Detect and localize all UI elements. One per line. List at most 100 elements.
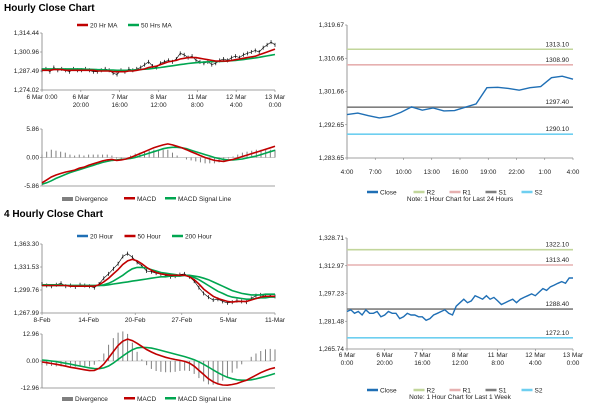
hourly-pivot-chart-legend-label: R2 bbox=[427, 189, 436, 196]
four-hourly-pivot-chart-level-label: 1288.40 bbox=[546, 301, 570, 308]
four-hourly-pivot-chart-legend-label: R2 bbox=[427, 387, 436, 394]
hourly-macd-chart-ytick-label: -5.86 bbox=[24, 183, 39, 190]
four-hourly-macd-chart-legend-label: MACD Signal Line bbox=[178, 396, 231, 403]
hourly-pivot-chart-xtick-label: 22:00 bbox=[508, 169, 525, 176]
hourly-price-chart-xtick-label-line: 0:00 bbox=[269, 102, 282, 109]
four-hourly-price-chart-xtick-label: 8-Feb bbox=[34, 317, 51, 324]
four-hourly-macd-chart-ytick-label: -12.96 bbox=[21, 385, 40, 392]
four-hourly-pivot-chart-xtick-label: 7 Mar 16:00 bbox=[414, 352, 431, 367]
hourly-pivot-chart-xtick-label: 1:00 bbox=[538, 169, 551, 176]
four-hourly-pivot-chart-xtick-label-line: 0:00 bbox=[341, 360, 354, 367]
four-hourly-pivot-chart-legend-label: S2 bbox=[535, 387, 543, 394]
four-hourly-macd-chart-legend-swatch bbox=[124, 397, 135, 400]
hourly-macd-chart-legend-label: Divergence bbox=[75, 196, 108, 203]
four-hourly-pivot-chart-xtick-label: 13 Mar 0:00 bbox=[563, 352, 584, 367]
four-hourly-macd-chart-legend-label: Divergence bbox=[75, 396, 108, 403]
four-hourly-pivot-chart-legend-label: S1 bbox=[499, 387, 507, 394]
four-hourly-price-chart: 20 Hour 50 Hour 200 Hour 1,363.30 1,331.53 1,… bbox=[14, 233, 286, 324]
four-hourly-pivot-chart-xtick-label-line: 16:00 bbox=[414, 360, 431, 367]
hourly-pivot-chart-level-label: 1308.90 bbox=[546, 57, 570, 64]
four-hourly-price-chart-legend-label: 200 Hour bbox=[185, 233, 213, 240]
hourly-pivot-chart: 1,319.67 1,310.66 1,301.66 1,292.65 1,283.65… bbox=[319, 22, 580, 203]
four-hourly-pivot-chart-xtick-label-line: 8 Mar bbox=[452, 352, 469, 359]
hourly-price-chart: 20 Hr MA 50 Hrs MA 1,314.44 1,300.96 1,287.4… bbox=[14, 22, 286, 109]
four-hourly-price-chart-xtick-label: 5-Mar bbox=[220, 317, 238, 324]
hourly-price-chart-xtick-label-line: 13 Mar bbox=[265, 94, 286, 101]
hourly-macd-chart-legend-label: MACD Signal Line bbox=[178, 196, 231, 203]
four-hourly-pivot-chart-xtick-label: 8 Mar 12:00 bbox=[452, 352, 469, 367]
four-hourly-price-chart-ytick-label: 1,299.76 bbox=[14, 287, 40, 294]
hourly-price-chart-ytick-label: 1,287.49 bbox=[14, 68, 40, 75]
four-hourly-price-chart-ytick-label: 1,267.99 bbox=[14, 310, 40, 317]
hourly-pivot-chart-ytick-label: 1,283.65 bbox=[319, 155, 345, 162]
hourly-price-chart-xtick-label-line: 6 Mar bbox=[73, 94, 90, 101]
hourly-pivot-chart-close-line bbox=[346, 75, 574, 119]
hourly-macd-chart-legend-label: MACD bbox=[137, 196, 156, 203]
four-hourly-price-chart-xtick-label: 20-Feb bbox=[125, 317, 146, 324]
hourly-macd-chart: 5.86 0.00 -5.86 Divergence MACD MACD Signal L… bbox=[24, 126, 276, 203]
four-hourly-section-title: 4 Hourly Close Chart bbox=[4, 209, 103, 220]
four-hourly-pivot-chart-legend-label: Close bbox=[380, 387, 397, 394]
four-hourly-macd-chart: 12.96 0.00 -12.96 Divergence MACD MACD Signal… bbox=[21, 331, 276, 403]
hourly-pivot-chart-xtick-label: 13:00 bbox=[424, 169, 441, 176]
four-hourly-macd-chart-legend-swatch bbox=[165, 397, 176, 400]
four-hourly-pivot-chart-legend-label: R1 bbox=[463, 387, 472, 394]
four-hourly-pivot-chart-xtick-label: 11 Mar 8:00 bbox=[488, 352, 509, 367]
four-hourly-price-chart-legend-label: 20 Hour bbox=[90, 233, 114, 240]
hourly-macd-chart-ytick-label: 0.00 bbox=[26, 155, 39, 162]
hourly-macd-chart-legend-swatch bbox=[62, 197, 73, 201]
hourly-macd-chart-macd-line bbox=[41, 143, 276, 184]
hourly-price-chart-xtick-label-line: 16:00 bbox=[112, 102, 129, 109]
hourly-price-chart-xtick-label-line: 8 Mar bbox=[150, 94, 167, 101]
hourly-pivot-chart-xtick-label: 4:00 bbox=[341, 169, 354, 176]
four-hourly-pivot-chart: 1,328.71 1,312.97 1,297.23 1,281.48 1,265.74… bbox=[319, 235, 584, 401]
four-hourly-pivot-chart-xtick-label-line: 0:00 bbox=[567, 360, 580, 367]
hourly-pivot-chart-legend-label: S1 bbox=[499, 189, 507, 196]
hourly-price-chart-xtick-label: 6 Mar 20:00 bbox=[73, 94, 90, 109]
hourly-price-chart-xtick-label: 7 Mar 16:00 bbox=[111, 94, 128, 109]
four-hourly-macd-chart-signal-line bbox=[41, 346, 276, 381]
hourly-price-chart-xtick-label: 11 Mar 8:00 bbox=[187, 94, 208, 109]
hourly-pivot-chart-note: Note: 1 Hour Chart for Last 24 Hours bbox=[407, 196, 514, 203]
four-hourly-price-chart-ma50-line bbox=[42, 266, 275, 300]
four-hourly-price-chart-ytick-label: 1,331.53 bbox=[14, 264, 40, 271]
hourly-pivot-chart-legend-label: R1 bbox=[463, 189, 472, 196]
hourly-pivot-chart-legend-label: Close bbox=[380, 189, 397, 196]
hourly-price-chart-xtick-label-line: 11 Mar bbox=[187, 94, 208, 101]
four-hourly-pivot-chart-xtick-label-line: 11 Mar bbox=[488, 352, 509, 359]
four-hourly-pivot-chart-note: Note: 1 Hour Chart for Last 1 Week bbox=[409, 394, 512, 401]
hourly-pivot-chart-xtick-label: 7:00 bbox=[369, 169, 382, 176]
hourly-price-chart-legend-label: 50 Hrs MA bbox=[141, 22, 172, 29]
four-hourly-pivot-chart-ytick-label: 1,297.23 bbox=[319, 291, 345, 298]
hourly-pivot-chart-level-label: 1297.40 bbox=[546, 99, 570, 106]
four-hourly-macd-chart-ytick-label: 0.00 bbox=[26, 358, 39, 365]
four-hourly-pivot-chart-level-label: 1322.10 bbox=[546, 242, 570, 249]
hourly-macd-chart-legend-swatch bbox=[165, 197, 176, 200]
hourly-pivot-chart-legend-label: S2 bbox=[535, 189, 543, 196]
four-hourly-macd-chart-ytick-label: 12.96 bbox=[23, 331, 40, 338]
four-hourly-macd-chart-macd-line bbox=[41, 338, 276, 387]
hourly-price-chart-ytick-label: 1,274.02 bbox=[14, 87, 40, 94]
four-hourly-pivot-chart-xtick-label-line: 4:00 bbox=[529, 360, 542, 367]
four-hourly-macd-chart-legend-label: MACD bbox=[137, 396, 156, 403]
four-hourly-price-chart-xtick-label: 14-Feb bbox=[78, 317, 99, 324]
hourly-macd-chart-ytick-label: 5.86 bbox=[26, 126, 39, 133]
hourly-price-chart-xtick-label-line: 12 Mar bbox=[226, 94, 247, 101]
hourly-macd-chart-legend-swatch bbox=[124, 197, 135, 200]
four-hourly-price-chart-close-line bbox=[41, 253, 276, 304]
four-hourly-pivot-chart-xtick-label: 12 Mar 4:00 bbox=[525, 352, 546, 367]
four-hourly-pivot-chart-level-label: 1272.10 bbox=[546, 330, 570, 337]
hourly-price-chart-xtick-label-line: 8:00 bbox=[191, 102, 204, 109]
four-hourly-pivot-chart-xtick-label-line: 8:00 bbox=[491, 360, 504, 367]
four-hourly-pivot-chart-xtick-label-line: 6 Mar bbox=[339, 352, 356, 359]
hourly-pivot-chart-ytick-label: 1,319.67 bbox=[319, 22, 345, 29]
four-hourly-pivot-chart-ytick-label: 1,265.74 bbox=[319, 346, 345, 353]
hourly-price-chart-xtick-label: 12 Mar 4:00 bbox=[226, 94, 247, 109]
hourly-price-chart-xtick-label-line: 4:00 bbox=[230, 102, 243, 109]
hourly-pivot-chart-xtick-label: 16:00 bbox=[452, 169, 469, 176]
four-hourly-pivot-chart-ytick-label: 1,328.71 bbox=[319, 235, 345, 242]
hourly-pivot-chart-xtick-label: 4:00 bbox=[567, 169, 580, 176]
four-hourly-pivot-chart-xtick-label-line: 6 Mar bbox=[376, 352, 393, 359]
hourly-price-chart-ytick-label: 1,300.96 bbox=[14, 49, 40, 56]
